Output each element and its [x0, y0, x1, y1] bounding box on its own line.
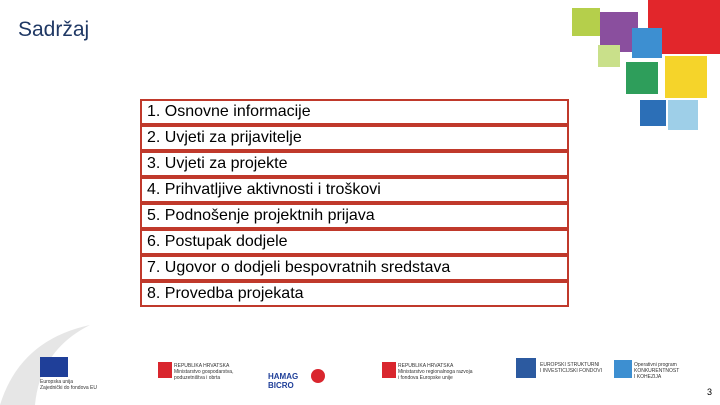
logo: Operativni program KONKURENTNOST I KOHEZIJ… — [634, 362, 679, 380]
logo-text: REPUBLIKA HRVATSKA — [398, 363, 454, 369]
logo-text: KONKURENTNOST — [634, 368, 680, 374]
title: Sadržaj — [18, 18, 90, 41]
logo: EUROPSKI STRUKTURNI I INVESTICIJSKI FONDO… — [540, 362, 602, 374]
list-item: 4. Prihvatljive aktivnosti i troškovi — [140, 177, 569, 203]
square — [640, 100, 666, 126]
logo: Europska unija Zajednički do fondova EU — [40, 379, 97, 391]
logo: REPUBLIKA HRVATSKA Ministarstvo gospodars… — [174, 363, 233, 381]
logo-text: Ministarstvo regionalnoga razvoja — [398, 369, 473, 375]
logo-text: Operativni program — [634, 362, 677, 368]
list-item: 6. Postupak dodjele — [140, 229, 569, 255]
logo-text: EUROPSKI STRUKTURNI — [540, 362, 600, 368]
square — [572, 8, 600, 36]
logo-text: Europska unija — [40, 379, 74, 385]
square — [598, 45, 620, 67]
logo-text: I KOHEZIJA — [634, 374, 662, 380]
list-item: 8. Provedba projekata — [140, 281, 569, 307]
logo-mark — [614, 360, 632, 378]
square — [626, 62, 658, 94]
list-item: 5. Podnošenje projektnih prijava — [140, 203, 569, 229]
coat-of-arms — [158, 362, 172, 378]
logo-mark — [516, 358, 536, 378]
coat-of-arms — [382, 362, 396, 378]
square — [668, 100, 698, 130]
logo-text: Zajednički do fondova EU — [40, 385, 97, 391]
list-item: 3. Uvjeti za projekte — [140, 151, 569, 177]
list-item: 1. Osnovne informacije — [140, 99, 569, 125]
logo-text: BICRO — [268, 381, 294, 390]
eu-flag — [40, 357, 68, 377]
logo-text: REPUBLIKA HRVATSKA — [174, 363, 230, 369]
logo-text: I INVESTICIJSKI FONDOVI — [540, 368, 602, 374]
logo-mark — [311, 369, 325, 383]
logo-text: HAMAG — [268, 372, 299, 381]
list-item: 2. Uvjeti za prijavitelje — [140, 125, 569, 151]
list-item: 7. Ugovor o dodjeli bespovratnih sredsta… — [140, 255, 569, 281]
logo-text: i fondova Europske unije — [398, 375, 453, 381]
logo-text: Ministarstvo gospodarstva, — [174, 369, 234, 375]
square — [632, 28, 662, 58]
logo: HAMAG BICRO — [268, 372, 298, 390]
logo-text: poduzetništva i obrta — [174, 375, 221, 381]
square — [665, 56, 707, 98]
page-number: 3 — [706, 387, 712, 397]
logo: REPUBLIKA HRVATSKA Ministarstvo regionaln… — [398, 363, 472, 381]
